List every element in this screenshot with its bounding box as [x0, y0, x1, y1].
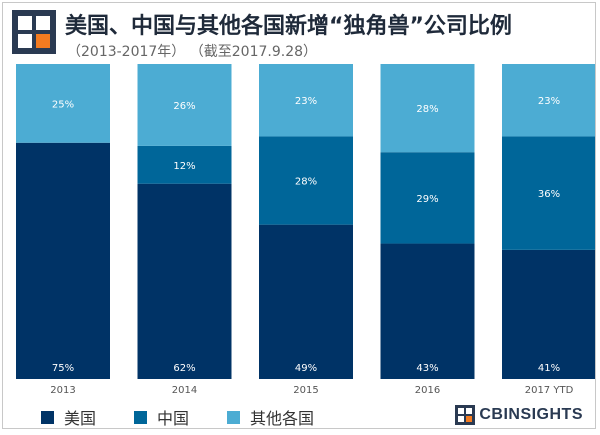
legend: 美国 中国 其他各国 — [41, 405, 352, 429]
bar-other-2014 — [137, 64, 232, 146]
chart-subtitle: （2013-2017年） （截至2017.9.28） — [67, 44, 318, 60]
data-label-china-2015: 28% — [295, 177, 317, 188]
bar-china-2014 — [137, 145, 232, 184]
cbinsights-mark-icon — [455, 405, 476, 425]
brand-name: CBINSIGHTS — [479, 406, 583, 423]
data-label-us-2014: 62% — [173, 363, 195, 374]
chart-frame: 美国、中国与其他各国新增“独角兽”公司比例 （2013-2017年） （截至20… — [2, 2, 596, 429]
data-label-us-2013: 75% — [52, 363, 74, 374]
legend-label-us: 美国 — [64, 409, 97, 428]
x-tick-label: 2015 — [293, 385, 318, 396]
data-label-china-2016: 29% — [416, 194, 438, 205]
cbinsights-logo-icon — [12, 10, 56, 54]
bar-us-2016 — [380, 243, 475, 379]
bar-other-2015 — [259, 64, 353, 137]
legend-swatch-us — [41, 410, 54, 424]
data-label-other-2014: 26% — [173, 101, 195, 112]
data-label-other-2017-ytd: 23% — [538, 96, 560, 107]
x-tick-label: 2013 — [50, 385, 75, 396]
data-label-china-2017-ytd: 36% — [538, 189, 560, 200]
data-label-us-2017-ytd: 41% — [538, 363, 560, 374]
bar-other-2017-ytd — [502, 64, 595, 137]
legend-label-other: 其他各国 — [250, 409, 315, 428]
stacked-bar-chart: 75% 25% 2013 62% 12% 26% 2014 49% 28% 23% 2015 43% 2… — [16, 64, 595, 396]
legend-item-us: 美国 — [41, 405, 96, 429]
chart-title: 美国、中国与其他各国新增“独角兽”公司比例 — [65, 14, 512, 39]
data-label-china-2014: 12% — [173, 161, 195, 172]
legend-swatch-other — [227, 410, 241, 424]
data-label-other-2015: 23% — [295, 96, 317, 107]
legend-item-other: 其他各国 — [227, 405, 314, 429]
x-tick-label: 2017 YTD — [525, 385, 574, 396]
bar-us-2014 — [137, 183, 232, 379]
data-label-other-2016: 28% — [416, 104, 438, 115]
legend-item-china: 中国 — [134, 405, 189, 429]
bar-us-2013 — [16, 142, 110, 379]
bar-china-2017-ytd — [502, 136, 595, 250]
data-label-other-2013: 25% — [52, 99, 74, 110]
bar-us-2015 — [259, 224, 353, 379]
x-tick-label: 2016 — [415, 385, 440, 396]
data-label-us-2016: 43% — [416, 363, 438, 374]
bar-china-2016 — [380, 152, 475, 244]
bar-china-2015 — [259, 136, 353, 225]
brand-footer: CBINSIGHTS — [455, 405, 583, 425]
bar-other-2016 — [380, 64, 475, 153]
x-tick-label: 2014 — [172, 385, 197, 396]
bar-other-2013 — [16, 64, 110, 143]
bar-us-2017-ytd — [502, 249, 595, 379]
legend-swatch-china — [134, 410, 148, 424]
data-label-us-2015: 49% — [295, 363, 317, 374]
legend-label-china: 中国 — [157, 409, 190, 428]
